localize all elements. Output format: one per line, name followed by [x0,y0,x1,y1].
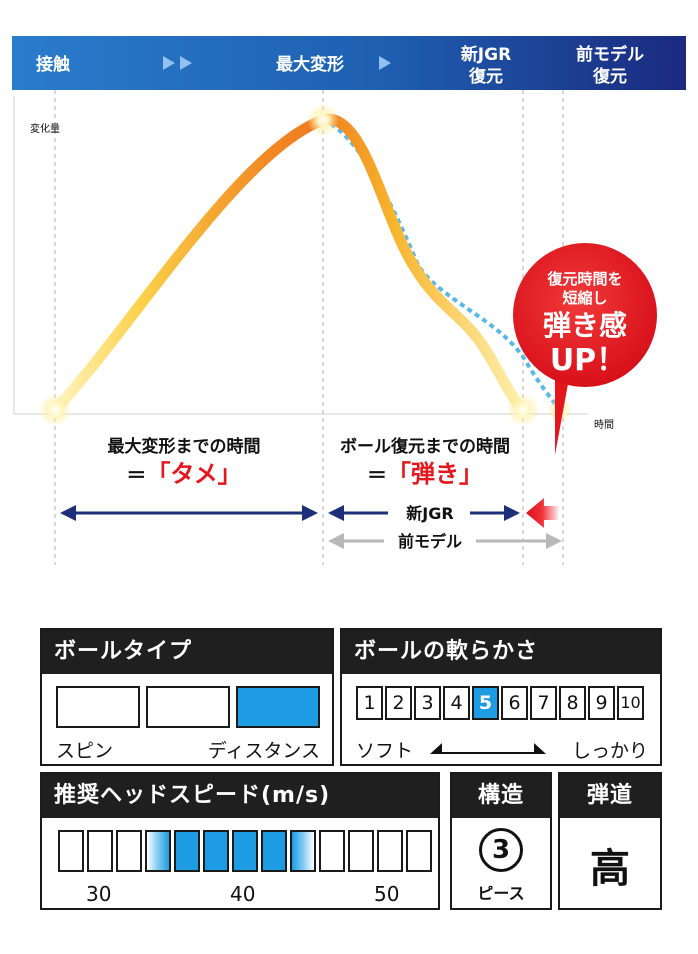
head-speed-cell-10 [319,830,345,872]
head-speed-tick-50: 50 [374,882,400,906]
phase-prev-model-2: 復元 [592,66,627,87]
tame-equals: ＝ [126,463,146,487]
head-speed-tick-40: 40 [230,882,256,906]
head-speed-scale [58,830,432,872]
phase-new-jgr-2: 復元 [468,66,503,87]
phase-new-jgr-1: 新JGR [461,44,511,65]
head-speed-cell-7 [232,830,258,872]
structure-title: 構造 [452,774,550,818]
hajiki-label-line2: ＝「弾き」 [367,460,483,488]
callout-line3: 弾き感 [543,309,627,342]
softness-cell-9: 9 [588,686,615,720]
phase-max-deform: 最大変形 [276,54,344,75]
ball-type-cell-3 [236,686,320,728]
softness-left-label: ソフト [356,740,414,762]
softness-panel: ボールの軟らかさ 1 2 3 4 5 6 7 8 9 10 ソフト しっかり [340,628,662,766]
glow-contact [39,394,71,426]
head-speed-cell-6 [203,830,229,872]
softness-cell-4: 4 [443,686,470,720]
softness-cell-8: 8 [559,686,586,720]
softness-cell-3: 3 [414,686,441,720]
softness-cell-6: 6 [501,686,528,720]
trajectory-value: 高 [590,846,630,892]
ball-type-right-label: ディスタンス [207,740,320,762]
tame-label-line1: 最大変形までの時間 [108,436,261,457]
callout-line4: UP！ [550,343,626,378]
prev-model-arrow-label: 前モデル [398,532,462,551]
softness-cell-7: 7 [530,686,557,720]
x-axis-label: 時間 [594,419,614,431]
tame-arrow-right-head [302,505,318,521]
head-speed-cell-8 [261,830,287,872]
ball-type-title: ボールタイプ [42,630,332,674]
head-speed-panel: 推奨ヘッドスピード(m/s) 30 40 50 [40,772,440,910]
hajiki-quote: 「弾き」 [387,460,483,488]
head-speed-title: 推奨ヘッドスピード(m/s) [42,774,438,818]
softness-cell-10: 10 [617,686,644,720]
callout-bubble [513,243,657,387]
trajectory-panel: 弾道 高 [558,772,662,910]
glow-new-jgr [507,394,539,426]
callout-line1: 復元時間を [546,270,622,288]
head-speed-tick-30: 30 [86,882,112,906]
callout-line2: 短縮し [562,289,607,307]
phase-header-bar [12,36,686,90]
head-speed-cell-9 [290,830,316,872]
ball-type-cell-1 [56,686,140,728]
softness-cell-5: 5 [472,686,499,720]
head-speed-cell-5 [174,830,200,872]
phase-prev-model-1: 前モデル [576,44,644,65]
head-speed-cell-13 [406,830,432,872]
head-speed-cell-2 [87,830,113,872]
head-speed-cell-12 [377,830,403,872]
head-speed-cell-4 [145,830,171,872]
hajiki-equals: ＝ [367,463,387,487]
prev-model-arrow-right-head [546,533,562,549]
tame-quote: 「タメ」 [146,460,241,488]
structure-unit: ピース [477,884,525,903]
softness-right-label: しっかり [571,740,648,762]
prev-model-curve [322,118,562,412]
ball-type-panel: ボールタイプ スピン ディスタンス [40,628,334,766]
double-chevron-icon [163,56,192,70]
ball-type-left-label: スピン [56,740,114,762]
structure-panel: 構造 3 ピース [450,772,552,910]
structure-value-circle: 3 [479,828,523,872]
softness-cell-2: 2 [385,686,412,720]
head-speed-cell-3 [116,830,142,872]
softness-scale: 1 2 3 4 5 6 7 8 9 10 [356,686,648,720]
tame-arrow-left-head [60,505,76,521]
head-speed-cell-11 [348,830,374,872]
deformation-diagram: 接触 最大変形 新JGR 復元 前モデル 復元 変化量 時間 復元時間を 短縮し… [12,36,686,565]
head-speed-cell-1 [58,830,84,872]
y-axis-label: 変化量 [30,122,60,135]
ball-type-cell-2 [146,686,230,728]
softness-title: ボールの軟らかさ [342,630,660,674]
red-shorten-arrow [526,498,558,528]
softness-cell-1: 1 [356,686,383,720]
new-jgr-arrow-left-head [328,505,344,521]
chevron-icon [379,56,391,70]
trajectory-title: 弾道 [560,774,660,818]
new-jgr-arrow-label: 新JGR [406,504,453,523]
new-jgr-curve [49,113,529,416]
new-jgr-arrow-right-head [504,505,520,521]
tame-label-line2: ＝「タメ」 [126,460,241,488]
prev-model-arrow-left-head [328,533,344,549]
phase-contact: 接触 [36,54,70,75]
softness-scale-arrow [430,743,546,754]
hajiki-label-line1: ボール復元までの時間 [340,436,510,457]
glow-max [307,104,339,136]
